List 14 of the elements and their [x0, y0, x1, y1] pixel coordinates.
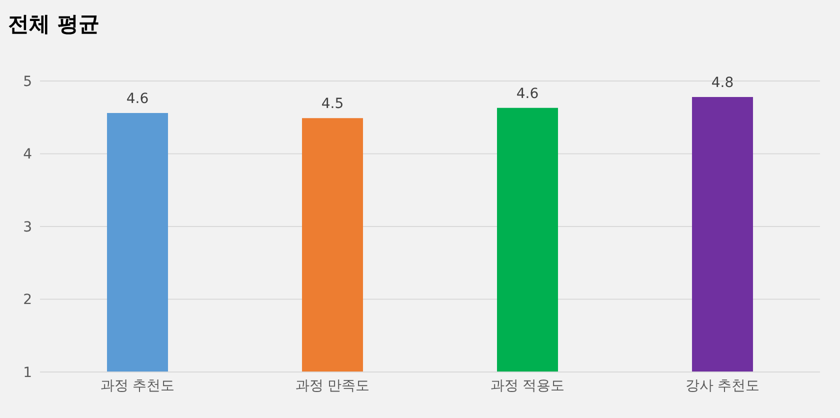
data-label: 4.6: [126, 91, 149, 108]
chart-title: 전체 평균: [8, 11, 100, 38]
data-label: 4.8: [711, 75, 734, 92]
x-tick-label: 강사 추천도: [685, 378, 760, 394]
data-label: 4.6: [516, 86, 539, 102]
x-tick-label: 과정 적용도: [490, 378, 565, 394]
y-tick-label: 5: [23, 74, 32, 90]
data-label: 4.5: [321, 96, 344, 112]
y-tick-label: 4: [23, 146, 32, 163]
x-tick-label: 과정 추천도: [100, 378, 175, 394]
y-tick-label: 2: [23, 292, 32, 308]
x-tick-label: 과정 만족도: [295, 378, 370, 394]
y-tick-label: 3: [23, 219, 32, 236]
y-tick-label: 1: [23, 364, 32, 381]
